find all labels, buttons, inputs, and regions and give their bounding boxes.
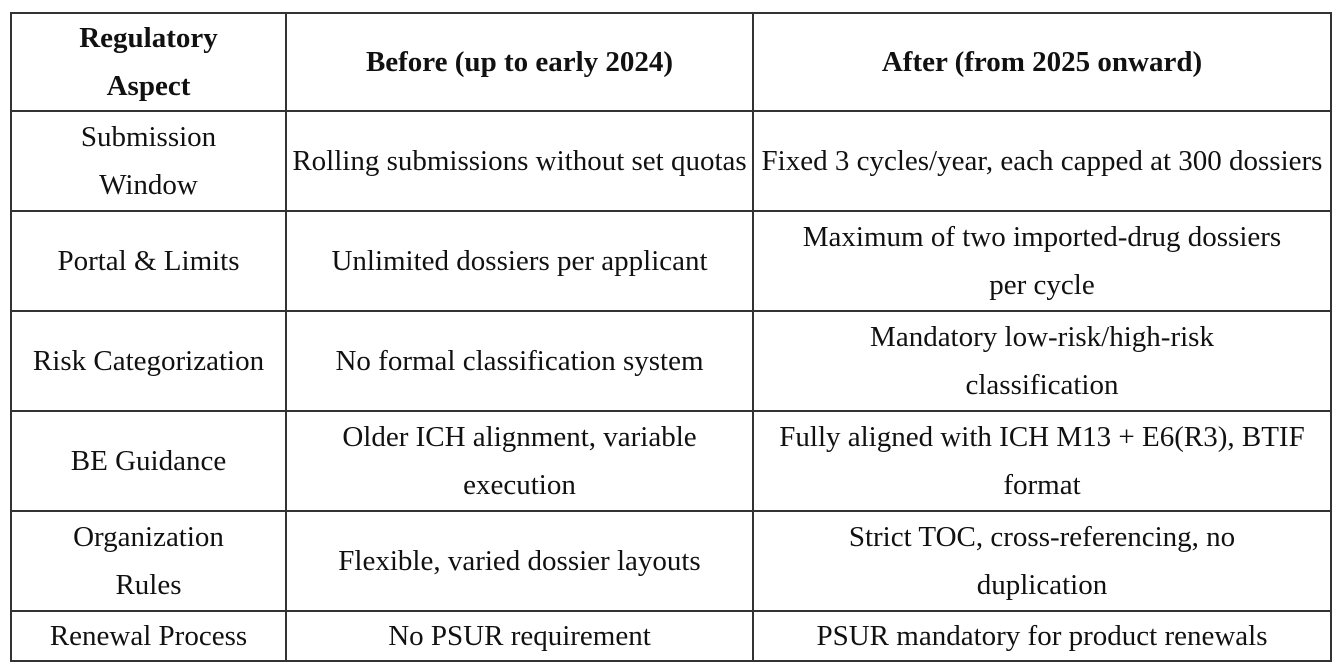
- before-cell: Flexible, varied dossier layouts: [285, 510, 754, 612]
- table-row: Portal & Limits Unlimited dossiers per a…: [10, 210, 1332, 312]
- table-row: Renewal Process No PSUR requirement PSUR…: [10, 610, 1332, 662]
- header-cell: Before (up to early 2024): [285, 12, 754, 112]
- before-cell: Rolling submissions without set quotas: [285, 110, 754, 212]
- before-cell: Older ICH alignment, variable execution: [285, 410, 754, 512]
- table-row: Submission Window Rolling submissions wi…: [10, 110, 1332, 212]
- table-row: BE Guidance Older ICH alignment, variabl…: [10, 410, 1332, 512]
- table-row: Risk Categorization No formal classifica…: [10, 310, 1332, 412]
- after-cell: Strict TOC, cross-referencing, no duplic…: [752, 510, 1332, 612]
- aspect-cell: Portal & Limits: [10, 210, 287, 312]
- table-row: Organization Rules Flexible, varied doss…: [10, 510, 1332, 612]
- before-cell: No formal classification system: [285, 310, 754, 412]
- before-cell: No PSUR requirement: [285, 610, 754, 662]
- comparison-table: Regulatory Aspect Before (up to early 20…: [10, 12, 1332, 662]
- after-cell: Maximum of two imported-drug dossiers pe…: [752, 210, 1332, 312]
- header-cell: After (from 2025 onward): [752, 12, 1332, 112]
- before-cell: Unlimited dossiers per applicant: [285, 210, 754, 312]
- after-cell: Mandatory low-risk/high-risk classificat…: [752, 310, 1332, 412]
- aspect-cell: Renewal Process: [10, 610, 287, 662]
- aspect-cell: Organization Rules: [10, 510, 287, 612]
- after-cell: Fully aligned with ICH M13 + E6(R3), BTI…: [752, 410, 1332, 512]
- aspect-cell: BE Guidance: [10, 410, 287, 512]
- aspect-cell: Risk Categorization: [10, 310, 287, 412]
- after-cell: PSUR mandatory for product renewals: [752, 610, 1332, 662]
- header-cell: Regulatory Aspect: [10, 12, 287, 112]
- aspect-cell: Submission Window: [10, 110, 287, 212]
- after-cell: Fixed 3 cycles/year, each capped at 300 …: [752, 110, 1332, 212]
- header-row: Regulatory Aspect Before (up to early 20…: [10, 12, 1332, 112]
